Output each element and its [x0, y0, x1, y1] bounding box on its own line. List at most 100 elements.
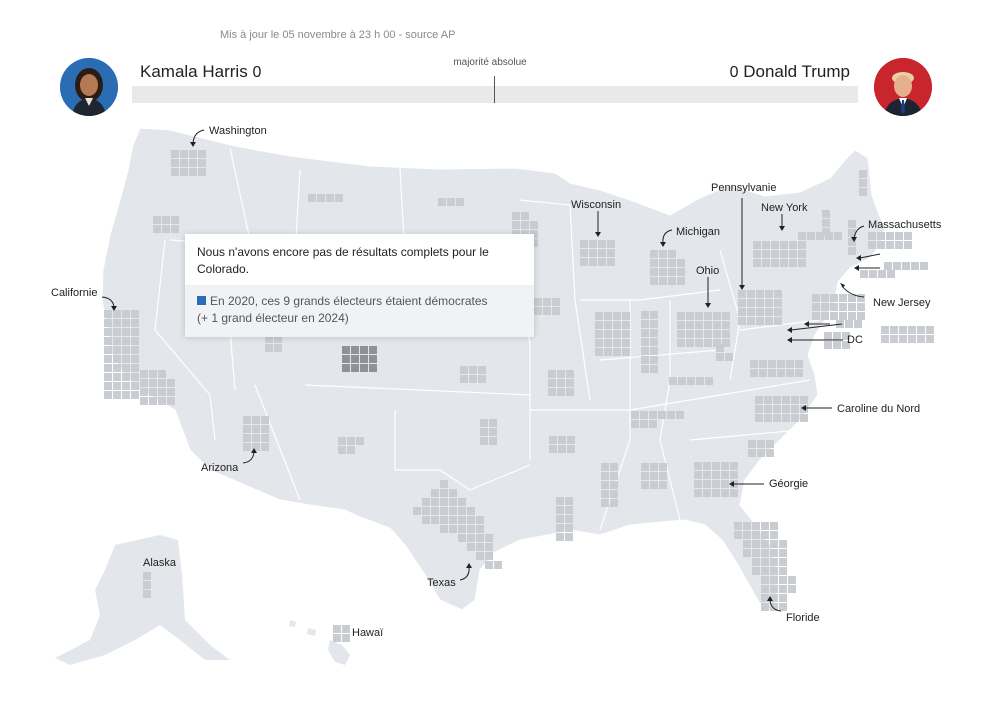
elector-tile-fl: [743, 531, 751, 539]
elector-tile-la: [556, 524, 564, 532]
elector-tile-ok: [557, 379, 565, 387]
elector-tile-ny: [798, 232, 806, 240]
elector-tile-nc: [755, 405, 763, 413]
elector-tile-tx: [431, 507, 439, 515]
elector-tile-tn: [649, 420, 657, 428]
elector-tile-tx: [476, 525, 484, 533]
elector-tile-az: [252, 425, 260, 433]
elector-tile-fl: [779, 576, 787, 584]
elector-tile-ca: [131, 364, 139, 372]
elector-tile-ga: [721, 489, 729, 497]
elector-tile-mo: [613, 312, 621, 320]
elector-tile-fl: [779, 585, 787, 593]
elector-tile-tx: [449, 516, 457, 524]
elector-tile-or: [153, 216, 161, 224]
elector-tile-vt: [822, 219, 830, 227]
elector-tile-mn: [521, 212, 529, 220]
elector-tile-fl: [770, 576, 778, 584]
elector-tile-ms: [601, 499, 609, 507]
elector-tile-ny: [798, 259, 806, 267]
elector-tile-ne: [478, 366, 486, 374]
label-wisconsin: Wisconsin: [571, 199, 621, 211]
elector-tile-ca: [122, 391, 130, 399]
elector-tile-ma: [868, 232, 876, 240]
arrowhead: [856, 255, 861, 261]
elector-tile-az: [261, 425, 269, 433]
arrowhead: [705, 303, 711, 308]
elector-tile-nj: [812, 294, 820, 302]
elector-tile-nc: [773, 405, 781, 413]
contiguous-us-shape: [101, 127, 886, 613]
elector-tile-tx: [485, 543, 493, 551]
elector-tile-wa: [189, 168, 197, 176]
elector-tile-me: [859, 188, 867, 196]
elector-tile-mo: [604, 348, 612, 356]
elector-tile-ca: [122, 346, 130, 354]
elector-tile-mi: [659, 268, 667, 276]
elector-tile-ga: [721, 480, 729, 488]
elector-tile-fl: [788, 585, 796, 593]
elector-tile-mo: [613, 339, 621, 347]
harris-vote-count: 0: [252, 64, 262, 81]
elector-tile-mt: [308, 194, 316, 202]
elector-tile-wa: [189, 150, 197, 158]
elector-tile-ca2: [140, 388, 148, 396]
elector-tile-tx: [440, 480, 448, 488]
michigan-leader: [662, 229, 673, 244]
elector-tile-hi: [342, 634, 350, 642]
elector-tile-ga: [730, 471, 738, 479]
elector-tile-oh: [677, 312, 685, 320]
elector-tile-oh: [713, 330, 721, 338]
elector-tile-tx: [449, 507, 457, 515]
elector-tile-ca2: [149, 388, 157, 396]
elector-tile-ks: [489, 437, 497, 445]
majority-label: majorité absolue: [453, 57, 527, 68]
elector-tile-ny: [771, 259, 779, 267]
elector-tile-ma: [877, 241, 885, 249]
elector-tile-ar: [558, 445, 566, 453]
elector-tile-tn: [640, 420, 648, 428]
elector-tile-ia: [552, 298, 560, 306]
elector-tile-wi: [580, 240, 588, 248]
elector-tile-tx: [467, 507, 475, 515]
elector-tile-ms: [610, 472, 618, 480]
elector-tile-ca2: [167, 379, 175, 387]
elector-tile-pa: [738, 290, 746, 298]
elector-tile-la: [556, 506, 564, 514]
elector-tile-ok: [548, 370, 556, 378]
elector-tile-oh: [704, 330, 712, 338]
elector-tile-al: [641, 463, 649, 471]
elector-tile-nj: [857, 303, 865, 311]
elector-tile-ca2: [158, 397, 166, 405]
elector-tile-sc: [757, 440, 765, 448]
elector-tile-oh: [695, 339, 703, 347]
elector-tile-co: [342, 355, 350, 363]
elector-tile-nc: [791, 396, 799, 404]
elector-tile-ut: [274, 344, 282, 352]
label-california: Californie: [51, 287, 97, 299]
elector-tile-nc: [764, 405, 772, 413]
elector-tile-nj: [812, 303, 820, 311]
elector-tile-dc: [908, 335, 916, 343]
elector-tile-nj: [812, 312, 820, 320]
elector-tile-al: [641, 481, 649, 489]
elector-tile-ca: [122, 337, 130, 345]
elector-tile-nj: [821, 294, 829, 302]
elector-tile-or: [153, 225, 161, 233]
washington-leader: [192, 129, 205, 144]
elector-tile-wi: [598, 258, 606, 266]
label-ohio: Ohio: [696, 265, 719, 277]
arrowhead: [660, 242, 666, 247]
elector-tile-sc: [757, 449, 765, 457]
elector-tile-wa: [198, 168, 206, 176]
elector-tile-tx: [467, 534, 475, 542]
elector-tile-ok: [557, 388, 565, 396]
arrowhead: [787, 337, 792, 343]
elector-tile-tx: [458, 534, 466, 542]
arrowhead: [779, 226, 785, 231]
elector-tile-nm: [338, 446, 346, 454]
elector-tile-fl: [752, 522, 760, 530]
elector-tile-ri: [887, 270, 895, 278]
elector-tile-tx: [485, 534, 493, 542]
elector-tile-nm: [347, 437, 355, 445]
